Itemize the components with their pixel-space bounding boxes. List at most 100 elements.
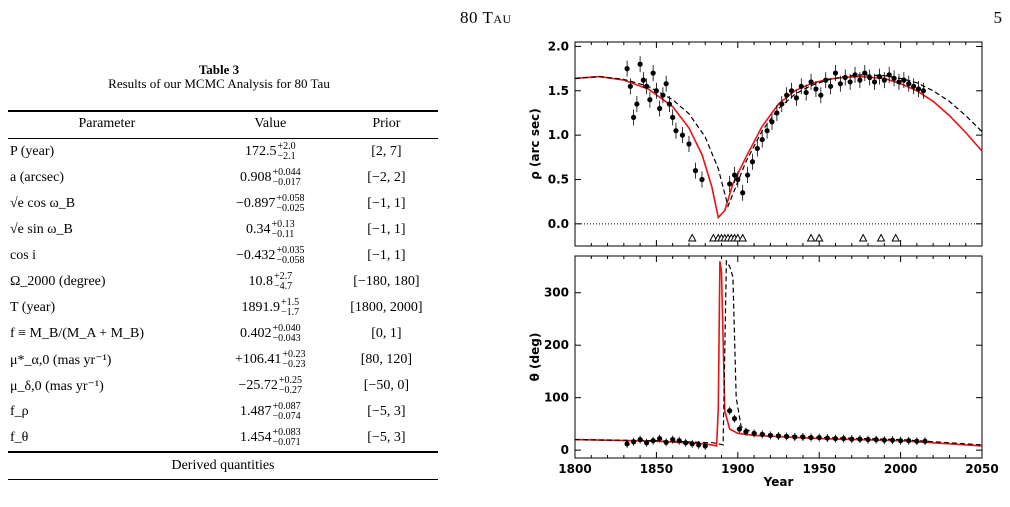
data-point [637,437,643,443]
data-point [764,128,770,134]
data-point [847,79,853,85]
data-point [692,168,699,174]
data-point [827,83,834,89]
lower-error: −0.27 [278,385,303,396]
data-point [731,416,738,422]
parameter-cell: T (year) [10,300,56,315]
lower-error: −0.11 [271,229,295,240]
value-cell: 1891.9 +1.5 −1.7 [206,295,335,321]
data-point [769,119,775,125]
data-point [906,81,912,87]
data-point [775,433,782,439]
theta-axis-label: θ (deg) [528,333,542,382]
parameter-cell: a (arcsec) [10,170,65,185]
table-row: μ*_α,0 (mas yr⁻¹) +106.41 +0.23 −0.23 [80, 1… [8,347,438,373]
data-point [663,439,669,445]
y-tick-label: 1.0 [548,128,569,142]
data-point [849,436,855,442]
data-point [779,101,785,107]
data-point [660,92,666,98]
value-uncertainty: +0.035 −0.058 [276,246,304,266]
upper-error: +0.25 [278,375,303,386]
value-uncertainty: +0.083 −0.071 [272,428,300,448]
parameter-cell: f_ρ [10,404,29,419]
upper-error: +0.083 [272,427,301,438]
y-tick-label: 1.5 [548,84,569,98]
lower-error: −4.7 [273,281,293,292]
data-point [813,86,819,92]
lower-error: −0.017 [272,177,301,188]
parameter-cell: μ*_α,0 (mas yr⁻¹) [10,352,112,368]
data-point [683,440,689,446]
value-main: 172.5 [244,144,277,160]
data-point [759,136,765,143]
data-point [914,438,920,444]
value-cell: −0.432 +0.035 −0.058 [206,243,335,269]
page-number: 5 [993,8,1003,27]
table-row: a (arcsec) 0.908 +0.044 −0.017 [−2, 2] [8,165,438,191]
value-uncertainty: +1.5 −1.7 [281,298,299,318]
prior-cell: [−180, 180] [353,274,420,289]
value-main: 0.908 [239,170,272,186]
prior-cell: [−1, 1] [367,248,406,263]
data-point [889,437,896,443]
data-point [689,441,695,447]
x-axis-label: Year [763,475,794,489]
value-main: 1891.9 [241,300,280,316]
x-tick-label: 2050 [965,462,998,476]
x-tick-label: 1850 [640,462,673,476]
prior-cell: [−5, 3] [367,404,406,419]
value-main: +106.41 [235,352,282,368]
lower-error: −0.071 [272,437,301,448]
y-tick-label: 100 [544,391,569,405]
upper-limit-triangle [687,233,697,242]
upper-error: +0.058 [276,193,305,204]
data-point [842,74,848,81]
lower-error: −0.23 [282,359,306,370]
data-point [867,74,873,81]
x-tick-label: 1950 [802,462,835,476]
upper-limit-triangle [814,233,824,242]
data-point [740,190,746,196]
data-point [824,435,830,441]
prior-cell: [−1, 1] [367,222,406,237]
table-row: Ω_2000 (degree) 10.8 +2.7 −4.7 [−180, 180] [8,269,438,295]
data-point [727,408,733,414]
x-tick-label: 1800 [558,462,591,476]
data-point [754,145,760,152]
data-point [852,72,858,78]
data-point [798,83,804,89]
upper-error: +2.7 [273,271,293,282]
data-point [702,443,708,449]
table-row: cos i −0.432 +0.035 −0.058 [−1, 1] [8,243,438,269]
value-main: −0.897 [236,196,276,212]
upper-limit-triangle [806,233,816,242]
lower-error: −2.1 [277,151,296,162]
rho-alternate-fit-curve [574,74,983,209]
data-point [901,77,907,83]
prior-cell: [−50, 0] [363,378,410,393]
parameter-cell: P (year) [10,144,55,159]
data-point [699,176,705,183]
upper-error: +0.23 [282,349,306,360]
data-point [800,434,806,440]
data-point [837,81,843,87]
upper-error: +0.040 [272,323,301,334]
column-header-parameter: Parameter [8,111,206,139]
value-cell: 1.454 +0.083 −0.071 [206,425,335,452]
data-point [686,141,692,147]
data-point [647,97,653,103]
value-uncertainty: +0.13 −0.11 [271,220,294,240]
data-point [920,88,926,94]
data-point [857,436,863,442]
data-point [922,438,928,444]
value-cell: 0.908 +0.044 −0.017 [206,165,335,191]
data-point [663,81,669,87]
data-point [727,181,733,187]
value-main: −25.72 [238,378,278,394]
data-point [816,434,822,441]
lower-error: −1.7 [280,307,300,318]
data-point [865,437,871,443]
value-cell: 1.487 +0.087 −0.074 [206,399,335,425]
data-point [650,70,656,76]
